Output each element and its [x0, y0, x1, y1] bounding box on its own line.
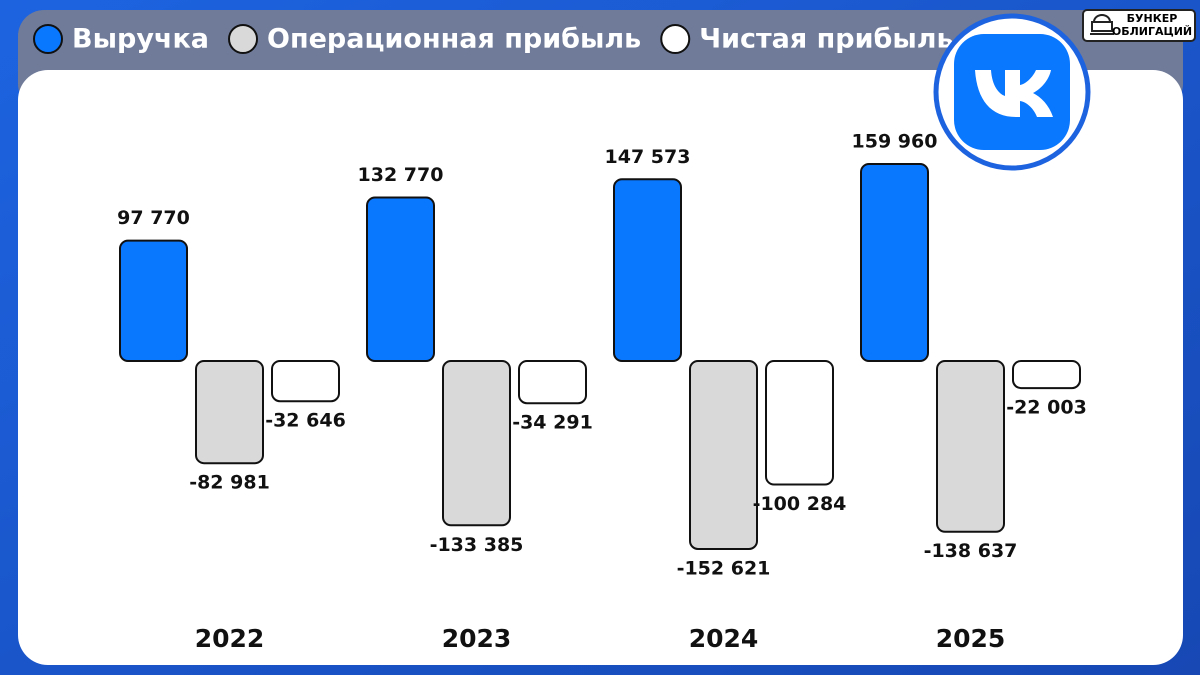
logo-glyph [975, 70, 1053, 117]
data-label: -138 637 [924, 540, 1018, 562]
badge-text: ОБЛИГАЦИЙ [1112, 25, 1192, 38]
bar [119, 239, 188, 363]
bar [613, 178, 682, 362]
x-tick-label: 2025 [936, 624, 1006, 653]
badge-icon [1090, 14, 1114, 35]
bar [271, 360, 340, 403]
data-label: -100 284 [753, 493, 847, 515]
legend-swatch [33, 24, 63, 54]
data-label: -82 981 [189, 472, 270, 494]
bar [442, 360, 511, 527]
data-label: -34 291 [512, 412, 593, 434]
bar [765, 360, 834, 486]
x-tick-label: 2024 [689, 624, 759, 653]
data-label: 159 960 [852, 131, 938, 153]
data-label: 97 770 [117, 207, 190, 229]
bar [366, 196, 435, 362]
badge-text: БУНКЕР [1127, 12, 1178, 25]
data-label: 132 770 [358, 164, 444, 186]
legend-swatch [660, 24, 691, 54]
legend-label: Выручка [72, 24, 209, 55]
bar [1012, 360, 1081, 390]
bar [195, 360, 264, 465]
data-label: -133 385 [430, 534, 524, 556]
x-tick-label: 2022 [195, 624, 265, 653]
x-tick-label: 2023 [442, 624, 512, 653]
bar [689, 360, 758, 550]
brand-badge: БУНКЕР ОБЛИГАЦИЙ [1082, 9, 1196, 42]
data-label: -152 621 [677, 557, 771, 579]
legend-label: Чистая прибыль [699, 24, 953, 55]
data-label: -22 003 [1006, 397, 1087, 419]
vk-logo [933, 13, 1091, 171]
bar [860, 163, 929, 362]
plot-area: 2022 97 770 -82 981 -32 646 2023 132 770 -133 … [117, 131, 1087, 654]
legend-label: Операционная прибыль [267, 24, 641, 55]
legend: Выручка Операционная прибыль Чистая прибыл… [33, 24, 954, 55]
data-label: 147 573 [605, 146, 691, 168]
bar [518, 360, 587, 405]
data-label: -32 646 [265, 410, 346, 432]
bar [936, 360, 1005, 533]
legend-swatch [228, 24, 259, 54]
